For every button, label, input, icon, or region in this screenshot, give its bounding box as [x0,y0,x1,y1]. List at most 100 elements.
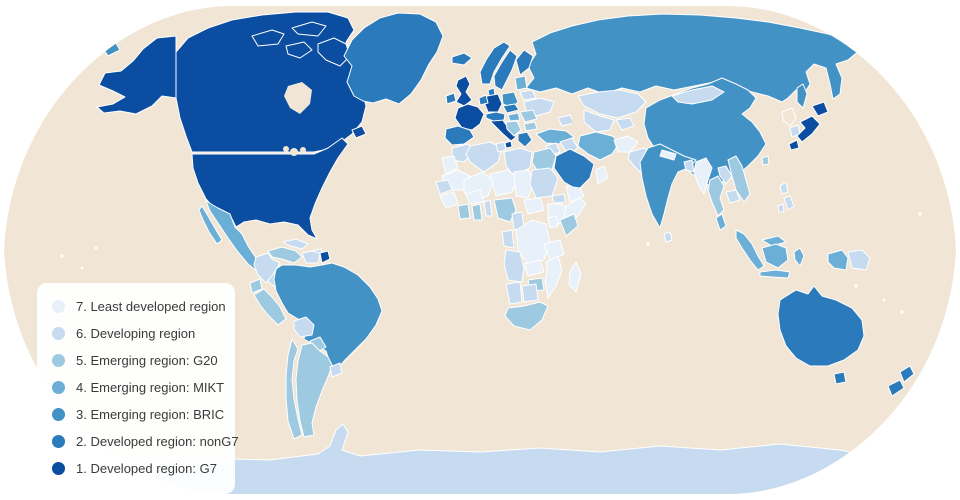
country-indonesia[interactable] [735,229,849,279]
country-chile[interactable] [285,338,303,440]
region-czech-slovakia[interactable] [502,103,520,114]
country-new-zealand[interactable] [887,365,915,397]
legend-item-emerging-mikt: 4. Emerging region: MIKT [37,374,235,401]
country-uganda[interactable] [547,215,559,229]
region-guinea-sierra-liberia[interactable] [439,191,459,209]
country-hungary[interactable] [507,112,521,122]
country-iran[interactable] [577,131,621,161]
country-laos[interactable] [717,165,733,185]
legend-swatch [52,462,65,475]
great-lake [300,147,306,153]
region-guianas[interactable] [301,250,321,264]
country-venezuela[interactable] [267,246,303,264]
country-botswana[interactable] [521,283,539,303]
legend-label: 3. Emerging region: BRIC [76,407,225,422]
country-australia[interactable] [777,285,865,367]
country-kenya[interactable] [559,213,579,237]
great-lake [290,148,298,156]
country-greenland[interactable] [343,12,444,105]
region-senegal-gambia[interactable] [435,179,453,195]
country-japan[interactable] [788,101,829,151]
country-colombia[interactable] [253,252,281,284]
country-algeria[interactable] [465,141,503,173]
country-romania[interactable] [519,109,538,123]
region-gabon-congo[interactable] [501,229,515,249]
territory-western-sahara[interactable] [441,155,459,175]
island-tasmania[interactable] [833,371,847,385]
country-sweden[interactable] [493,49,518,91]
legend-item-emerging-bric: 3. Emerging region: BRIC [37,401,235,428]
country-peru[interactable] [253,288,287,326]
country-vietnam[interactable] [727,155,751,203]
country-ivory-coast[interactable] [457,203,471,220]
country-libya[interactable] [503,147,533,177]
country-malaysia[interactable] [715,213,787,247]
country-angola[interactable] [503,249,525,283]
country-bolivia[interactable] [293,316,315,338]
country-belarus[interactable] [519,89,537,101]
country-united-kingdom[interactable] [455,75,473,107]
country-myanmar[interactable] [693,157,713,195]
country-madagascar[interactable] [568,261,582,293]
country-namibia[interactable] [505,281,523,305]
country-kazakhstan[interactable] [577,89,647,119]
country-spain[interactable] [444,125,475,146]
legend-swatch [52,408,65,421]
country-mongolia[interactable] [671,85,725,105]
country-norway[interactable] [479,41,511,85]
legend-label: 5. Emerging region: G20 [76,353,218,368]
legend-item-developing: 6. Developing region [37,320,235,347]
country-tanzania[interactable] [543,239,565,261]
country-france[interactable] [454,103,485,131]
country-usa-alaska[interactable] [96,35,177,115]
country-bulgaria[interactable] [523,121,538,132]
region-alpine-states[interactable] [485,111,506,122]
country-south-africa[interactable] [504,301,549,331]
country-uruguay[interactable] [329,362,343,378]
region-benin-togo[interactable] [483,199,493,217]
country-tunisia[interactable] [495,141,507,153]
region-balkans[interactable] [505,120,522,137]
country-brazil[interactable] [273,262,383,372]
country-ireland[interactable] [445,92,457,105]
country-ghana[interactable] [471,203,483,221]
region-benelux[interactable] [478,94,489,106]
country-india[interactable] [639,143,697,229]
country-zambia[interactable] [523,259,545,277]
territory-french-guiana[interactable] [319,250,331,264]
map-legend: 7. Least developed region 6. Developing … [37,283,239,494]
country-sri-lanka[interactable] [663,231,673,243]
country-iceland[interactable] [451,52,473,66]
country-nepal[interactable] [659,149,677,161]
country-papua-new-guinea[interactable] [847,249,871,271]
region-baltic-states[interactable] [514,75,528,91]
country-thailand[interactable] [707,175,725,217]
country-chad[interactable] [513,169,535,199]
island-specks [60,212,922,314]
country-greece[interactable] [517,131,533,148]
country-mozambique[interactable] [544,255,563,299]
country-finland[interactable] [515,49,534,76]
country-cuba[interactable] [282,238,309,250]
canada-arctic-islands[interactable] [251,21,367,139]
country-yemen[interactable] [565,185,585,203]
country-afghanistan[interactable] [613,135,639,153]
country-saudi-arabia[interactable] [553,148,595,191]
hudson-bay [284,82,312,114]
country-argentina[interactable] [295,342,333,438]
country-cambodia[interactable] [725,189,741,204]
country-oman[interactable] [595,165,609,185]
legend-swatch [52,300,65,313]
island-sakhalin[interactable] [796,83,808,109]
country-russia[interactable] [525,13,861,103]
region-eritrea-djibouti[interactable] [551,193,567,204]
region-kyrgyzstan-tajikistan[interactable] [615,117,635,131]
legend-label: 4. Emerging region: MIKT [76,380,225,395]
country-north-korea[interactable] [781,107,797,127]
country-philippines[interactable] [777,181,795,213]
country-taiwan[interactable] [761,155,770,166]
country-ecuador[interactable] [249,278,263,294]
country-central-african-republic[interactable] [523,197,545,215]
